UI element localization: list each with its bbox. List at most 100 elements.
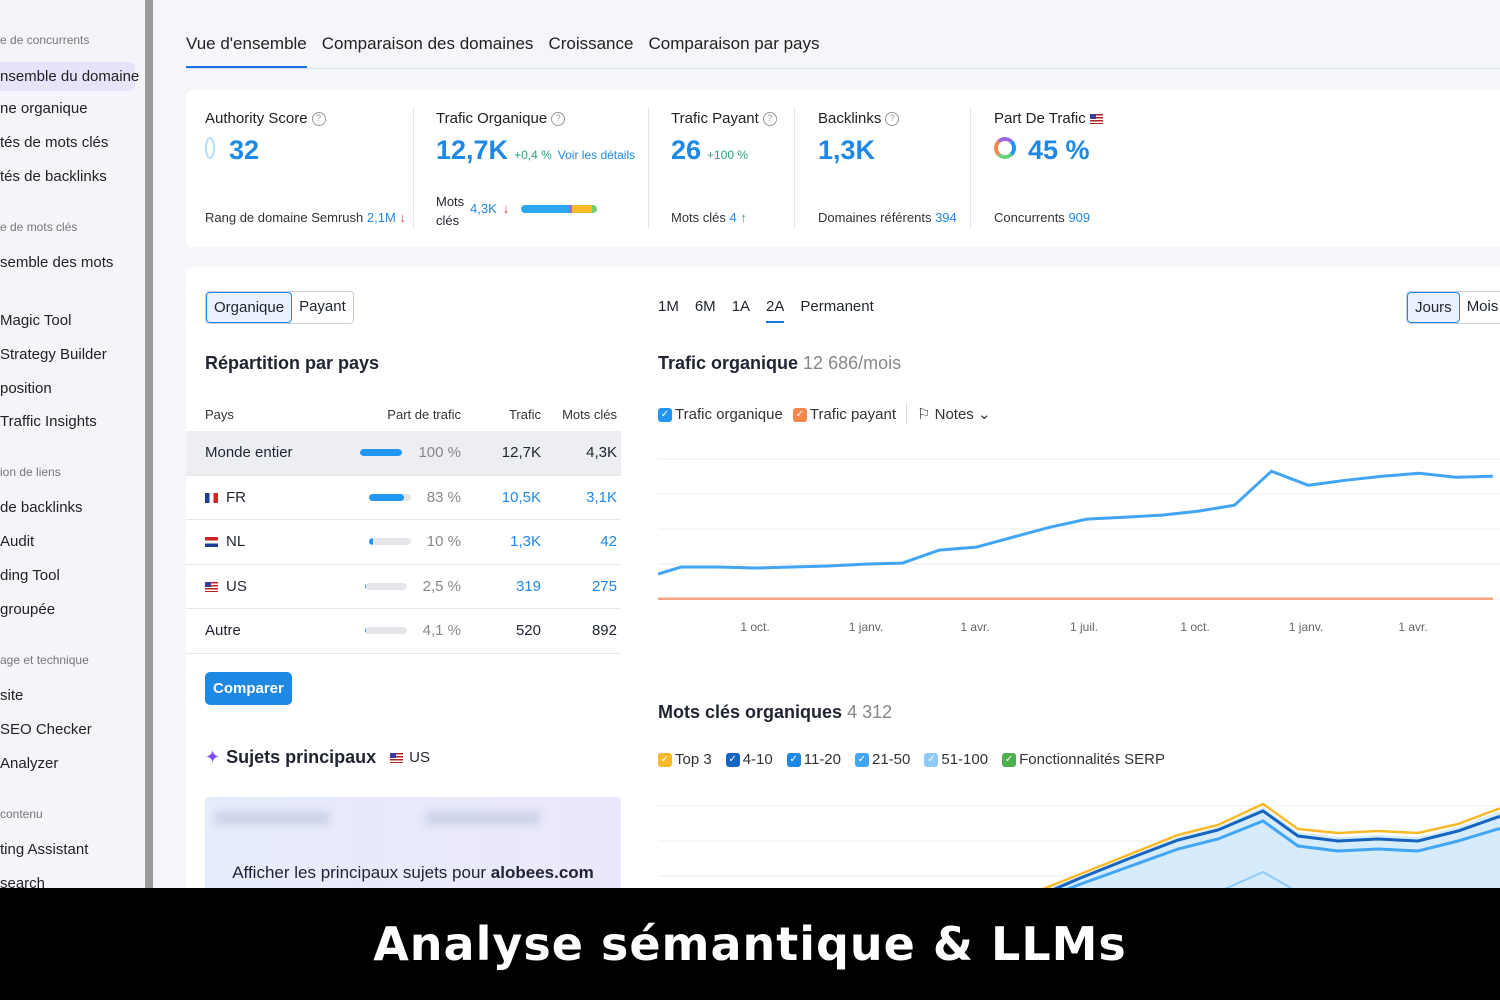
metric-title: Trafic Organique	[436, 110, 548, 127]
checkbox-icon[interactable]: ✓	[855, 753, 869, 768]
topics-cta[interactable]: Afficher les principaux sujets pour alob…	[232, 863, 594, 882]
table-row[interactable]: US 2,5 % 319 275	[186, 565, 621, 609]
table-row[interactable]: NL 10 % 1,3K 42	[186, 520, 621, 565]
country-cell[interactable]: US	[186, 578, 341, 595]
checkbox-icon[interactable]: ✓	[786, 753, 801, 768]
sidebar-item[interactable]: de backlinks	[0, 499, 83, 516]
period-1a[interactable]: 1A	[731, 298, 751, 315]
period-6m[interactable]: 6M	[694, 298, 716, 315]
traffic-cell[interactable]: 1,3K	[510, 533, 541, 551]
keywords-chart-title: Mots clés organiques	[658, 702, 843, 722]
keywords-value[interactable]: 4,3K	[470, 201, 497, 216]
toggle-days[interactable]: Jours	[1407, 292, 1460, 323]
legend-item[interactable]: ✓ 21-50	[855, 751, 910, 768]
checkbox-icon[interactable]: ✓	[1002, 753, 1017, 768]
donut-icon	[994, 137, 1016, 159]
toggle-organic[interactable]: Organique	[206, 292, 293, 323]
sidebar-item[interactable]: tés de mots clés	[0, 134, 109, 151]
metric-value[interactable]: 32	[229, 135, 260, 165]
sidebar-item[interactable]: Strategy Builder	[0, 346, 107, 363]
legend-item[interactable]: ✓ 11-20	[786, 751, 841, 768]
compare-button[interactable]: Comparer	[205, 672, 292, 705]
traffic-cell[interactable]: 319	[515, 577, 541, 595]
sidebar-item[interactable]: tés de backlinks	[0, 168, 107, 185]
domain-rank-value[interactable]: 2,1M	[366, 210, 396, 225]
notes-dropdown[interactable]: ⚐ Notes ⌄	[917, 406, 991, 423]
header-country: Pays	[205, 406, 234, 422]
granularity-toggle: Jours Mois	[1406, 291, 1500, 324]
metric-traffic-share: Part De Trafic 45 %	[994, 110, 1103, 166]
legend-item[interactable]: ✓ 4-10	[725, 751, 773, 768]
divider	[413, 108, 414, 228]
sidebar-item[interactable]: SEO Checker	[0, 721, 92, 738]
country-cell[interactable]: Monde entier	[205, 444, 293, 462]
keywords-legend: ✓ Top 3 ✓ 4-10 ✓ 11-20 ✓ 21-50 ✓ 51-100 ✓ Fonctionn…	[658, 751, 1165, 768]
table-header: Pays Part de trafic Trafic Mots clés	[186, 397, 621, 431]
sidebar-item[interactable]: semble des mots	[0, 254, 114, 271]
sidebar-item[interactable]: nsemble du domaine	[0, 62, 139, 91]
help-icon[interactable]: ?	[762, 111, 777, 126]
see-details-link[interactable]: Voir les détails	[557, 148, 636, 162]
help-icon[interactable]: ?	[311, 111, 326, 126]
period-permanent[interactable]: Permanent	[800, 298, 874, 315]
country-cell[interactable]: FR	[186, 489, 341, 506]
traffic-legend: ✓ Trafic organique ✓ Trafic payant ⚐ Notes…	[658, 403, 991, 425]
checkbox-icon[interactable]: ✓	[725, 753, 740, 768]
keywords-cell[interactable]: 42	[600, 533, 617, 551]
sidebar-item[interactable]: Analyzer	[0, 755, 59, 772]
referring-domains-value[interactable]: 394	[935, 210, 957, 225]
toggle-months[interactable]: Mois	[1466, 298, 1499, 315]
metric-value[interactable]: 12,7K	[436, 135, 509, 165]
legend-organic[interactable]: ✓ Trafic organique	[658, 406, 783, 423]
sidebar-scrollbar[interactable]	[145, 0, 153, 888]
table-row[interactable]: Autre 4,1 % 520 892	[186, 609, 621, 654]
metric-value[interactable]: 45 %	[1028, 135, 1090, 165]
sidebar-item[interactable]: ting Assistant	[0, 841, 89, 858]
country-cell[interactable]: NL	[186, 533, 341, 550]
metric-value[interactable]: 26	[671, 135, 702, 165]
blurred-topic	[425, 811, 540, 825]
legend-paid[interactable]: ✓ Trafic payant	[792, 406, 896, 423]
paid-keywords-value[interactable]: 4	[729, 210, 737, 225]
period-1m[interactable]: 1M	[658, 298, 679, 315]
authority-gauge-icon	[205, 137, 215, 159]
keywords-cell[interactable]: 3,1K	[586, 488, 617, 506]
traffic-cell[interactable]: 10,5K	[501, 488, 541, 506]
sidebar-item[interactable]: ne organique	[0, 100, 88, 117]
area-51-100	[1048, 807, 1500, 888]
tab-country-comparison[interactable]: Comparaison par pays	[648, 34, 820, 53]
table-row[interactable]: Monde entier 100 % 12,7K 4,3K	[186, 431, 621, 476]
help-icon[interactable]: ?	[551, 111, 566, 126]
competitors-value[interactable]: 909	[1068, 210, 1091, 225]
legend-item[interactable]: ✓ Fonctionnalités SERP	[1002, 751, 1165, 768]
checkbox-icon[interactable]: ✓	[658, 753, 672, 768]
us-flag-icon	[205, 581, 218, 592]
sidebar-item[interactable]: groupée	[0, 601, 56, 618]
sidebar-item[interactable]: Traffic Insights	[0, 413, 97, 430]
legend-item[interactable]: ✓ Top 3	[658, 751, 712, 768]
sidebar-item[interactable]: ding Tool	[0, 567, 60, 584]
metric-value[interactable]: 1,3K	[818, 135, 876, 165]
toggle-paid[interactable]: Payant	[299, 298, 346, 315]
caption-banner: Analyse sémantique & LLMs	[0, 888, 1500, 1000]
x-tick-label: 1 oct.	[740, 620, 769, 634]
help-icon[interactable]: ?	[885, 111, 900, 126]
country-cell[interactable]: Autre	[205, 622, 241, 640]
sidebar-item[interactable]: search	[0, 875, 46, 888]
topics-preview[interactable]: Afficher les principaux sujets pour alob…	[205, 797, 621, 888]
period-2a[interactable]: 2A	[766, 298, 785, 323]
series-line-organic	[658, 469, 1493, 576]
sidebar-item[interactable]: Audit	[0, 533, 35, 550]
tab-growth[interactable]: Croissance	[548, 34, 634, 53]
sidebar-item[interactable]: Magic Tool	[0, 312, 72, 329]
tab-overview[interactable]: Vue d'ensemble	[186, 34, 307, 69]
sidebar-section-label: ion de liens	[0, 465, 61, 479]
tab-domain-comparison[interactable]: Comparaison des domaines	[321, 34, 534, 53]
table-row[interactable]: FR 83 % 10,5K 3,1K	[186, 476, 621, 520]
sidebar-item[interactable]: site	[0, 687, 24, 704]
us-flag-icon	[390, 752, 404, 763]
keywords-cell[interactable]: 275	[591, 577, 617, 595]
legend-item[interactable]: ✓ 51-100	[924, 751, 988, 768]
sidebar-item[interactable]: position	[0, 380, 52, 397]
checkbox-icon[interactable]: ✓	[924, 753, 939, 768]
